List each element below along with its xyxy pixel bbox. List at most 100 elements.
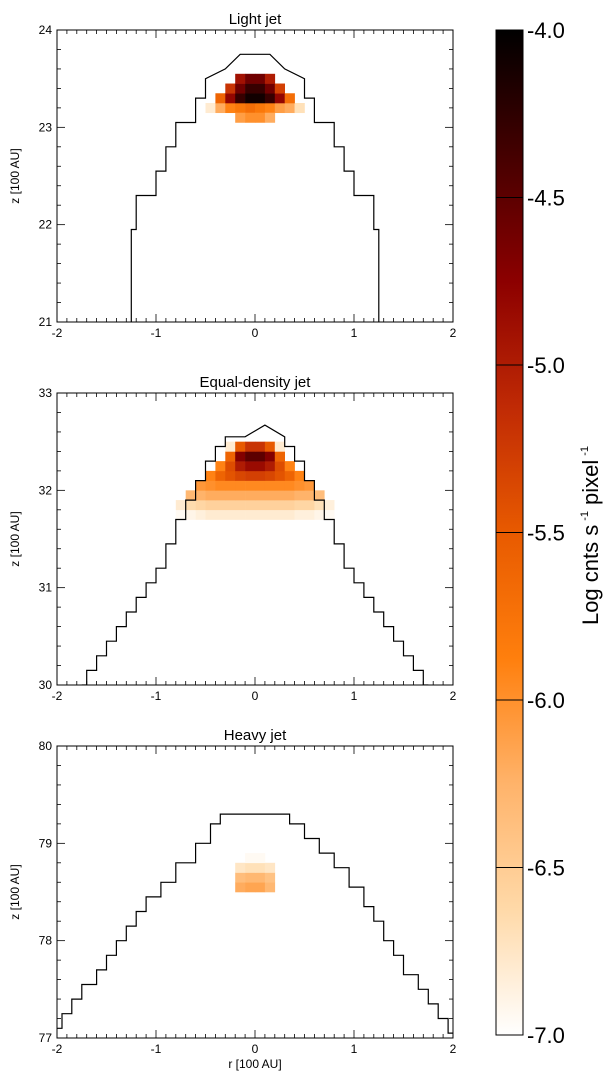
- heatmap-cell: [225, 500, 236, 511]
- heatmap-cell: [185, 500, 196, 511]
- heatmap-cell: [195, 490, 206, 501]
- heatmap-cell: [235, 882, 246, 893]
- heatmap-cell: [324, 500, 335, 511]
- heatmap-cell: [274, 441, 285, 452]
- panel-title: Heavy jet: [224, 727, 287, 744]
- heatmap-cell: [264, 451, 276, 462]
- heatmap-cell: [255, 853, 266, 864]
- y-tick-label: 80: [39, 739, 53, 753]
- heatmap-cell: [264, 93, 276, 104]
- heatmap-cell: [245, 500, 256, 511]
- heatmap-cell: [264, 490, 276, 501]
- colorbar-tick-label: -6.5: [527, 856, 565, 881]
- heatmap-cell: [264, 112, 276, 123]
- heatmap-cell: [264, 480, 276, 491]
- y-tick-label: 23: [39, 120, 53, 134]
- heatmap-cell: [294, 490, 305, 501]
- heatmap-cell: [205, 480, 216, 491]
- x-tick-label: -2: [52, 1042, 63, 1056]
- heatmap-cell: [314, 509, 325, 520]
- heatmap-cell: [284, 490, 295, 501]
- heatmap-cell: [284, 461, 295, 472]
- heatmap-cell: [255, 83, 266, 94]
- panel-3: -2 -1 0 1 2 77 78 79 80 Heavy jet z [100 AU] r [100…: [8, 727, 457, 1071]
- x-tick-label: 1: [351, 689, 358, 703]
- heatmap-cell: [195, 509, 206, 520]
- heatmap-cell: [225, 441, 236, 452]
- heatmap-cell: [255, 490, 266, 501]
- heatmap-cell: [264, 73, 276, 84]
- heatmap-cell: [235, 93, 246, 104]
- y-tick-label: 77: [39, 1031, 53, 1045]
- colorbar-label-sup2: -1: [579, 446, 591, 456]
- heatmap-cell: [264, 461, 276, 472]
- heatmap-cell: [195, 500, 206, 511]
- heatmap-cell: [274, 500, 285, 511]
- heatmap-cell: [215, 103, 226, 114]
- y-tick-label: 78: [39, 934, 53, 948]
- heatmap-cell: [205, 509, 216, 520]
- heatmap-cell: [255, 461, 266, 472]
- heatmap-cell: [255, 451, 266, 462]
- heatmap-cell: [245, 93, 256, 104]
- heatmap-cell: [264, 862, 276, 873]
- x-tick-label: -1: [151, 326, 162, 340]
- heatmap-cell: [245, 103, 256, 114]
- x-tick-label: -2: [52, 689, 63, 703]
- heatmap-cell: [245, 490, 256, 501]
- heatmap-cell: [245, 470, 256, 481]
- heatmap-cell: [274, 490, 285, 501]
- colorbar-tick-label: -5.5: [527, 521, 565, 546]
- plot-area: [81, 424, 429, 685]
- y-axis-label: z [100 AU]: [8, 148, 22, 203]
- heatmap-cell: [264, 500, 276, 511]
- heatmap-cell: [225, 461, 236, 472]
- heatmap-cell: [255, 441, 266, 452]
- x-tick-label: -1: [151, 1042, 162, 1056]
- heatmap-cell: [205, 490, 216, 501]
- y-tick-label: 79: [39, 836, 53, 850]
- heatmap-cell: [175, 500, 186, 511]
- heatmap-cell: [215, 509, 226, 520]
- heatmap-cell: [245, 441, 256, 452]
- heatmap-cell: [255, 480, 266, 491]
- heatmap-cell: [304, 509, 315, 520]
- y-axis-label: z [100 AU]: [8, 511, 22, 566]
- heatmap-cell: [245, 882, 256, 893]
- heatmap-cell: [255, 509, 266, 520]
- heatmap-cell: [195, 480, 206, 491]
- heatmap-cell: [215, 93, 226, 104]
- y-tick-label: 24: [39, 23, 53, 37]
- colorbar-label-text: Log cnts s: [578, 525, 603, 625]
- panel-2: -2 -1 0 1 2 30 31 32 33 Equal-density jet z [100 A…: [8, 374, 457, 703]
- heatmap-cell: [215, 480, 226, 491]
- heatmap-cell: [274, 470, 285, 481]
- heatmap-cell: [245, 83, 256, 94]
- heatmap-cell: [235, 872, 246, 883]
- heatmap-cell: [235, 500, 246, 511]
- colorbar-tick-label: -6.0: [527, 688, 565, 713]
- panel-title: Light jet: [229, 11, 282, 28]
- heatmap-cell: [205, 470, 216, 481]
- x-tick-label: -1: [151, 689, 162, 703]
- heatmap-cell: [245, 862, 256, 873]
- heatmap-cell: [284, 470, 295, 481]
- panel-title: Equal-density jet: [200, 374, 312, 391]
- jet-boundary-line: [81, 424, 429, 685]
- heatmap-cell: [264, 872, 276, 883]
- heatmap-cell: [235, 461, 246, 472]
- heatmap-cell: [225, 490, 236, 501]
- heatmap-cell: [225, 83, 236, 94]
- heatmap-cell: [245, 112, 256, 123]
- x-tick-label: 2: [450, 689, 457, 703]
- colorbar: -4.0 -4.5 -5.0 -5.5 -6.0 -6.5 -7.0 Log cnts s -1…: [495, 18, 603, 1048]
- x-tick-label: 0: [252, 689, 259, 703]
- heatmap-cell: [255, 872, 266, 883]
- heatmap-cell: [215, 470, 226, 481]
- heatmap-cell: [235, 470, 246, 481]
- heatmap-cell: [304, 500, 315, 511]
- heatmap-cell: [294, 500, 305, 511]
- heatmap-cell: [235, 73, 246, 84]
